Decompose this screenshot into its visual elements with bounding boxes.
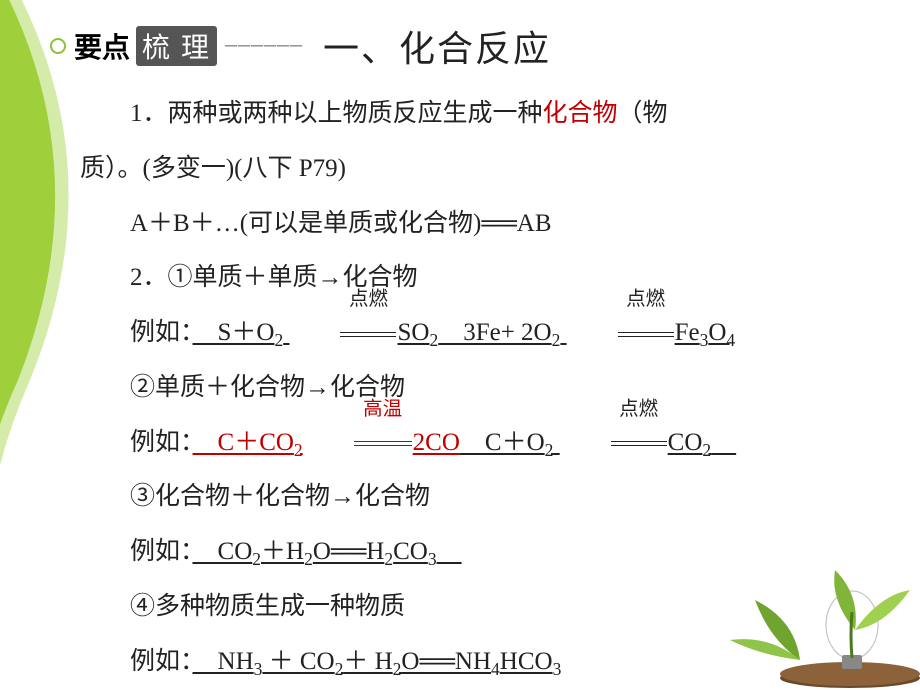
- ex2-label: 例如：: [130, 429, 193, 456]
- p7: ③化合物＋化合物→化合物: [130, 483, 430, 510]
- example-3: 例如： CO2＋H2O══H2CO3: [80, 528, 880, 577]
- ex1-eq1-arrow: 点燃: [289, 309, 397, 358]
- ex1-eq1-lhs: S＋O2: [193, 319, 290, 346]
- content: 1．两种或两种以上物质反应生成一种化合物（物 质）。(多变一)(八下 P79) …: [80, 90, 880, 690]
- ex2-eq2-lhs: C＋O2: [460, 429, 560, 456]
- example-4: 例如： NH3 ＋ CO2＋ H2O══NH4HCO3: [80, 638, 880, 687]
- para-1: 1．两种或两种以上物质反应生成一种化合物（物: [80, 90, 880, 139]
- para-5: ②单质＋化合物→化合物: [80, 364, 880, 413]
- header: 要点 梳 理 —————— 一、化合反应: [50, 20, 551, 72]
- bullet-dot: [50, 38, 66, 54]
- header-label-yaodian: 要点: [74, 26, 130, 66]
- ex3-label: 例如：: [130, 538, 193, 565]
- example-1: 例如： S＋O2 点燃SO2 3Fe+ 2O2 点燃Fe3O4: [80, 309, 880, 358]
- p5: ②单质＋化合物→化合物: [130, 374, 405, 401]
- ex1-eq2-rhs: Fe3O4: [675, 319, 736, 346]
- ex4-eq: NH3 ＋ CO2＋ H2O══NH4HCO3: [193, 648, 562, 675]
- ex3-eq: CO2＋H2O══H2CO3: [193, 538, 462, 565]
- para-9: ④多种物质生成一种物质: [80, 583, 880, 632]
- p1b: 化合物: [543, 100, 618, 127]
- p1c: （物: [618, 100, 668, 127]
- slide: 要点 梳 理 —————— 一、化合反应 1．两种或两种以上物质反应生成一种化合…: [0, 0, 920, 690]
- ex2-eq2-rhs: CO2: [668, 429, 737, 456]
- ex4-label: 例如：: [130, 648, 193, 675]
- section-title: 一、化合反应: [323, 20, 551, 72]
- p1a: 1．两种或两种以上物质反应生成一种: [130, 100, 543, 127]
- ex1-eq1-rhs: SO2: [397, 319, 438, 346]
- example-2: 例如： C＋CO2高温2CO C＋O2 点燃CO2: [80, 419, 880, 468]
- para-1b: 质）。(多变一)(八下 P79): [80, 145, 880, 194]
- p1d: 质）。(多变一)(八下 P79): [80, 155, 346, 182]
- header-label-shuli: 梳 理: [136, 26, 217, 66]
- para-3: 2．①单质＋单质→化合物: [80, 254, 880, 303]
- ex2-eq1-lhs: C＋CO2: [193, 429, 303, 456]
- p9: ④多种物质生成一种物质: [130, 593, 405, 620]
- p3: 2．①单质＋单质→化合物: [130, 264, 418, 291]
- para-7: ③化合物＋化合物→化合物: [80, 473, 880, 522]
- ex2-eq1-rhs: 2CO: [413, 429, 460, 456]
- ex1-label: 例如：: [130, 319, 193, 346]
- p2: A＋B＋…(可以是单质或化合物)══AB: [130, 210, 552, 237]
- ex2-eq2-arrow: 点燃: [560, 419, 668, 468]
- ex1-eq2-lhs: 3Fe+ 2O2: [438, 319, 566, 346]
- header-dashes: ——————: [225, 35, 303, 58]
- para-2: A＋B＋…(可以是单质或化合物)══AB: [80, 200, 880, 249]
- ex1-eq2-arrow: 点燃: [567, 309, 675, 358]
- ex2-eq1-arrow: 高温: [303, 419, 413, 468]
